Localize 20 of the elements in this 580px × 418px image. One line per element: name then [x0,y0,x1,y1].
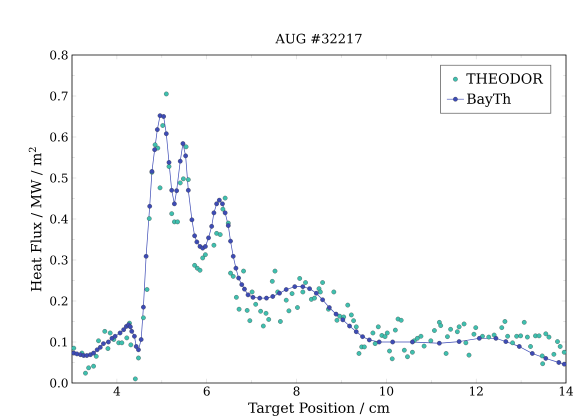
chart-title: AUG #32217 [275,34,362,44]
y-tick-label: 0.1 [50,337,67,347]
y-tick-label: 0.6 [50,132,68,142]
legend-label: BayTh [467,93,511,107]
x-tick-label: 14 [560,386,574,396]
y-tick-label: 0.2 [50,296,68,306]
y-axis-title: Heat Flux / MW / m$^{2}$ [28,147,43,292]
x-tick-label: 8 [294,386,300,396]
y-tick-label: 0.3 [50,255,68,265]
y-tick-label: 0.7 [50,91,68,101]
y-tick-label: 0.4 [50,214,68,224]
legend-label: THEODOR [466,73,544,84]
x-tick-label: 12 [470,386,483,396]
x-tick-label: 10 [380,386,394,396]
x-tick-label: 6 [204,386,210,396]
x-axis-title: Target Position / cm [248,402,390,416]
y-tick-label: 0.0 [50,378,68,388]
y-tick-label: 0.5 [50,173,68,183]
y-tick-label: 0.8 [50,50,68,60]
x-tick-label: 4 [113,386,120,396]
